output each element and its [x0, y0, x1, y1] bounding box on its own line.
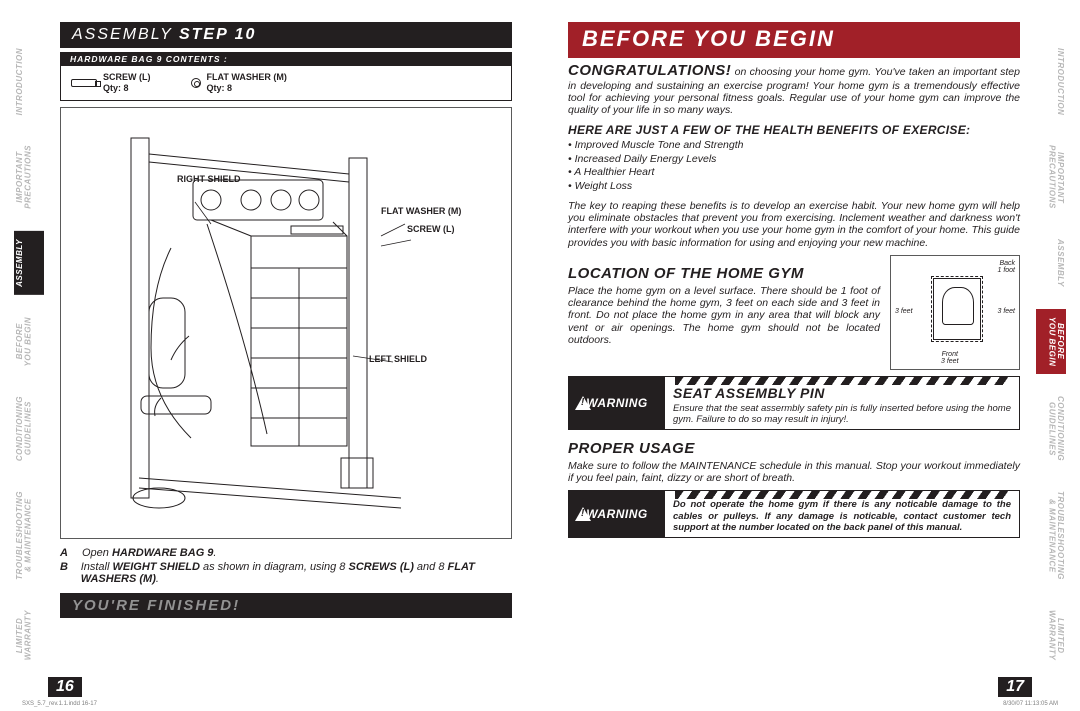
section-tabs-left: INTRODUCTION IMPORTANT PRECAUTIONS ASSEM… [14, 40, 44, 669]
tab-limited-warranty: LIMITED WARRANTY [1036, 602, 1066, 668]
tab-troubleshooting: TROUBLESHOOTING & MAINTENANCE [14, 483, 44, 588]
youre-finished-bar: YOU'RE FINISHED! [60, 593, 512, 618]
benefits-heading: HERE ARE JUST A FEW OF THE HEALTH BENEFI… [568, 123, 1020, 137]
benefits-list: Improved Muscle Tone and Strength Increa… [568, 139, 1020, 194]
warning-badge: WARNING [569, 491, 665, 537]
proper-usage-title: PROPER USAGE [568, 440, 1020, 458]
benefit-item: A Healthier Heart [568, 166, 1020, 180]
tab-before-you-begin: BEFORE YOU BEGIN [14, 309, 44, 374]
tab-conditioning-guidelines: CONDITIONING GUIDELINES [14, 388, 44, 469]
washer-icon [191, 78, 201, 88]
warning-seat-title: SEAT ASSEMBLY PIN [673, 385, 1011, 402]
warning-triangle-icon [575, 507, 591, 521]
assembly-step-header: ASSEMBLY STEP 10 [60, 22, 512, 48]
location-body: Place the home gym on a level surface. T… [568, 285, 880, 347]
diagram-label-screw: SCREW (L) [407, 224, 455, 234]
diagram-label-right-shield: RIGHT SHIELD [177, 174, 241, 184]
tab-introduction: INTRODUCTION [14, 40, 44, 123]
header-step: STEP 10 [179, 26, 256, 43]
fig-label-left: 3 feet [895, 308, 913, 315]
step-a-letter: A [60, 547, 74, 559]
before-you-begin-header: BEFORE YOU BEGIN [568, 22, 1020, 58]
hazard-stripes-icon [675, 491, 1009, 499]
page-16: INTRODUCTION IMPORTANT PRECAUTIONS ASSEM… [0, 0, 540, 711]
page-number-16: 16 [48, 677, 82, 697]
location-title: LOCATION OF THE HOME GYM [568, 265, 880, 283]
gym-top-view-icon [933, 278, 981, 340]
habits-paragraph: The key to reaping these benefits is to … [568, 200, 1020, 250]
congrats-lead: CONGRATULATIONS! [568, 62, 731, 79]
hardware-item-washer: FLAT WASHER (M)Qty: 8 [191, 72, 287, 94]
hw-screw-qty: Qty: 8 [103, 83, 129, 93]
footer-right: 8/30/07 11:13:05 AM [1003, 701, 1058, 707]
tab-conditioning-guidelines: CONDITIONING GUIDELINES [1036, 388, 1066, 469]
benefit-item: Weight Loss [568, 180, 1020, 194]
tab-introduction: INTRODUCTION [1036, 40, 1066, 123]
warning-damage-body: Do not operate the home gym if there is … [673, 499, 1011, 533]
fig-label-back: Back 1 foot [997, 260, 1015, 274]
warning-badge-text: WARNING [586, 396, 648, 410]
diagram-label-flat-washer: FLAT WASHER (M) [381, 206, 461, 216]
tab-limited-warranty: LIMITED WARRANTY [14, 602, 44, 668]
congrats-paragraph: CONGRATULATIONS! on choosing your home g… [568, 62, 1020, 117]
warning-badge-text: WARNING [586, 507, 648, 521]
tab-important-precautions: IMPORTANT PRECAUTIONS [14, 137, 44, 217]
header-prefix: ASSEMBLY [72, 26, 179, 43]
benefit-item: Increased Daily Energy Levels [568, 153, 1020, 167]
step-b-letter: B [60, 561, 73, 585]
hw-screw-name: SCREW (L) [103, 72, 151, 82]
page-number-17: 17 [998, 677, 1032, 697]
home-gym-line-art [101, 128, 421, 528]
screw-icon [71, 79, 97, 87]
body-copy: CONGRATULATIONS! on choosing your home g… [568, 62, 1020, 538]
warning-badge: WARNING [569, 377, 665, 429]
assembly-steps: A Open HARDWARE BAG 9. B Install WEIGHT … [60, 547, 512, 585]
warning-seat-body: Ensure that the seat assermbly safety pi… [673, 403, 1011, 425]
warning-triangle-icon [575, 396, 591, 410]
tab-assembly: ASSEMBLY [1036, 231, 1066, 295]
location-clearance-figure: Back 1 foot 3 feet 3 feet Front 3 feet [890, 255, 1020, 370]
tab-troubleshooting: TROUBLESHOOTING & MAINTENANCE [1036, 483, 1066, 588]
proper-usage-body: Make sure to follow the MAINTENANCE sche… [568, 460, 1020, 485]
warning-damage: WARNING Do not operate the home gym if t… [568, 490, 1020, 538]
footer-left: SXS_5.7_rev.1.1.indd 16-17 [22, 701, 97, 707]
assembly-diagram: RIGHT SHIELD FLAT WASHER (M) SCREW (L) L… [60, 107, 512, 539]
fig-label-right: 3 feet [997, 308, 1015, 315]
step-a-text: Open HARDWARE BAG 9. [82, 547, 216, 559]
step-b-text: Install WEIGHT SHIELD as shown in diagra… [81, 561, 512, 585]
hw-washer-qty: Qty: 8 [207, 83, 233, 93]
hazard-stripes-icon [675, 377, 1009, 385]
benefit-item: Improved Muscle Tone and Strength [568, 139, 1020, 153]
hardware-contents-box: SCREW (L)Qty: 8 FLAT WASHER (M)Qty: 8 [60, 66, 512, 101]
page-17: INTRODUCTION IMPORTANT PRECAUTIONS ASSEM… [540, 0, 1080, 711]
step-a: A Open HARDWARE BAG 9. [60, 547, 512, 559]
warning-seat-pin: WARNING SEAT ASSEMBLY PIN Ensure that th… [568, 376, 1020, 430]
hw-washer-name: FLAT WASHER (M) [207, 72, 287, 82]
step-b: B Install WEIGHT SHIELD as shown in diag… [60, 561, 512, 585]
location-section: LOCATION OF THE HOME GYM Place the home … [568, 255, 1020, 370]
tab-assembly: ASSEMBLY [14, 231, 44, 295]
hardware-bag-bar: HARDWARE BAG 9 CONTENTS : [60, 52, 512, 66]
manual-spread: INTRODUCTION IMPORTANT PRECAUTIONS ASSEM… [0, 0, 1080, 711]
tab-important-precautions: IMPORTANT PRECAUTIONS [1036, 137, 1066, 217]
tab-before-you-begin: BEFORE YOU BEGIN [1036, 309, 1066, 374]
fig-label-front: Front 3 feet [941, 351, 959, 365]
section-tabs-right: INTRODUCTION IMPORTANT PRECAUTIONS ASSEM… [1036, 40, 1066, 669]
diagram-label-left-shield: LEFT SHIELD [369, 354, 427, 364]
hardware-item-screw: SCREW (L)Qty: 8 [71, 72, 151, 94]
